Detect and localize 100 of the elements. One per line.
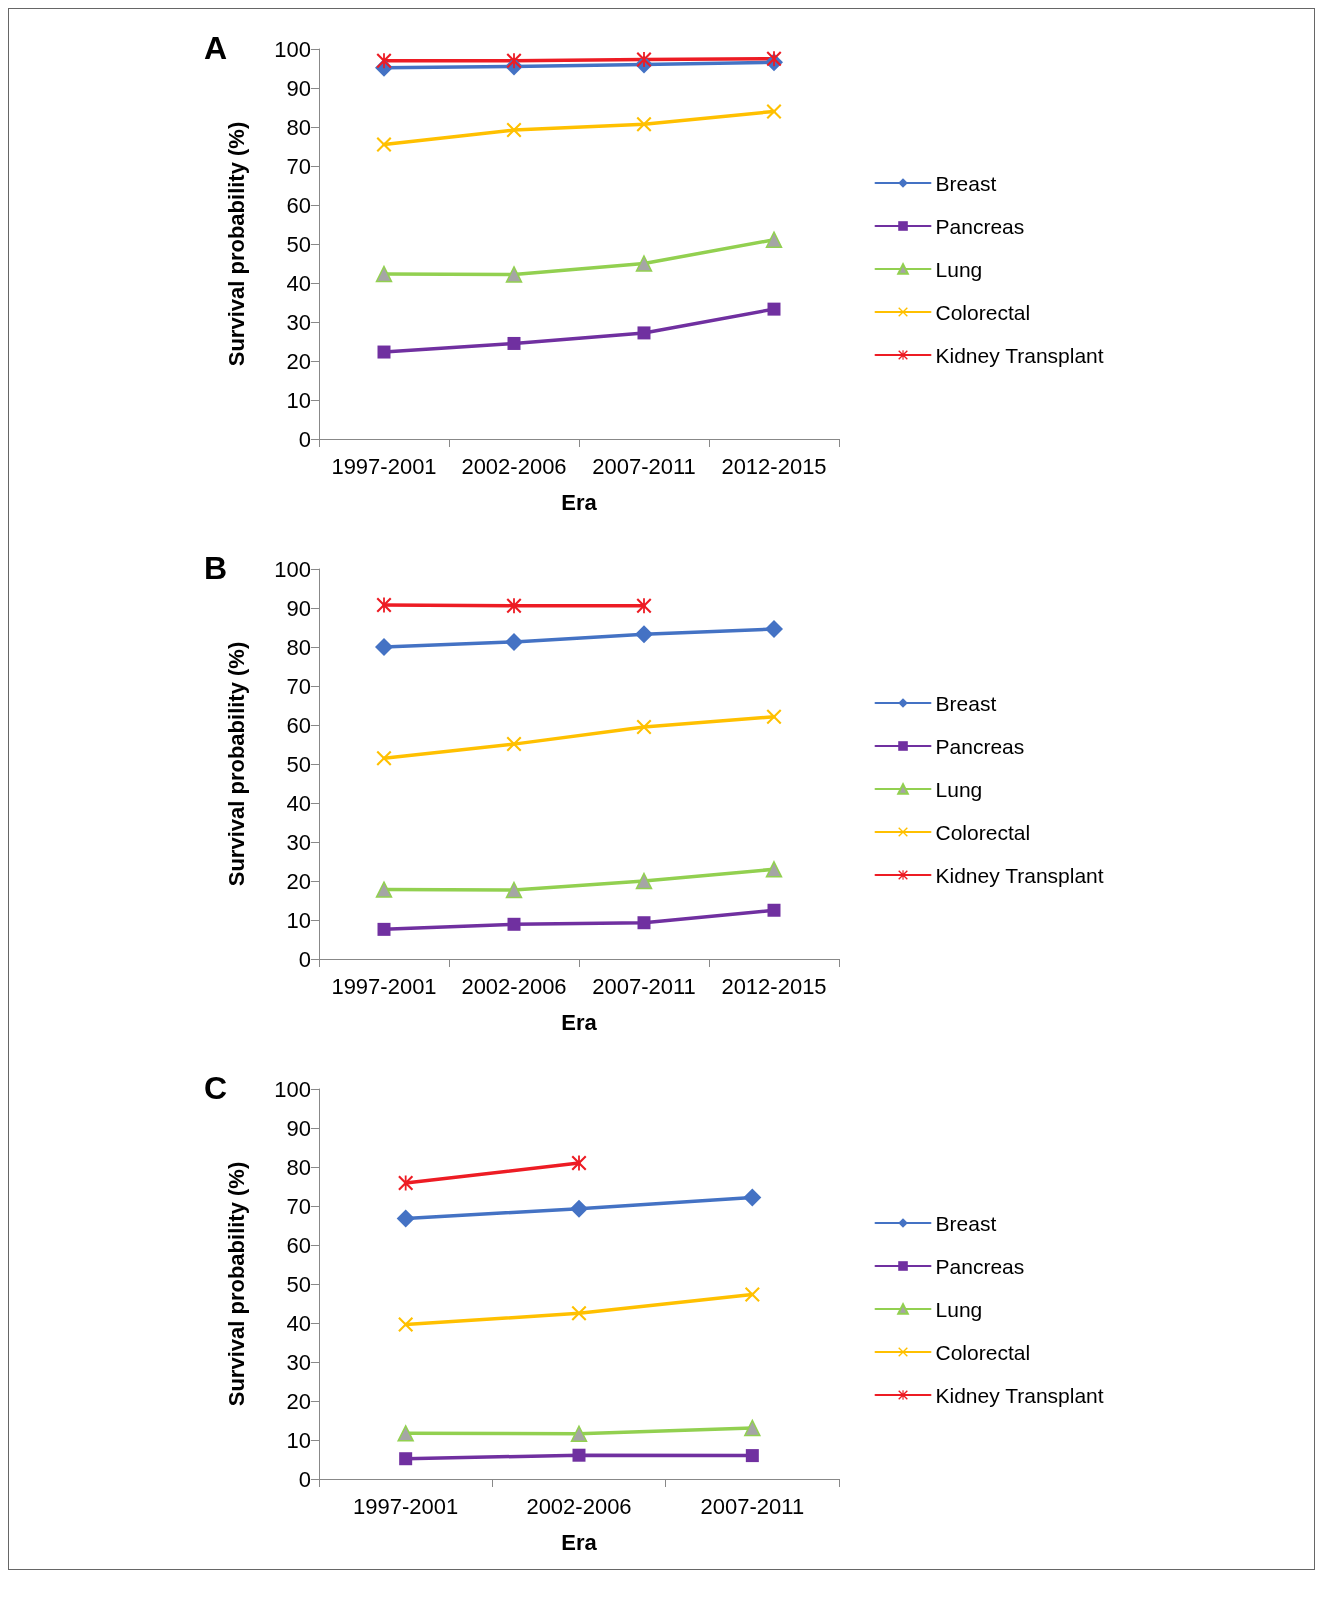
x-tick-label: 1997-2001 [331,453,437,479]
x-tick-label: 2012-2015 [721,453,827,479]
point [375,881,393,898]
x-tick-label: 2007-2011 [700,1493,805,1519]
point [570,1425,588,1443]
x-axis-title: Era [561,1529,598,1555]
x-tick-label: 2012-2015 [721,973,827,999]
point [744,1419,761,1437]
point [375,265,393,283]
legend-label: Breast [935,1211,997,1235]
point [637,326,651,340]
point [376,53,392,69]
y-tick-label: 0 [298,426,311,452]
y-tick-label: 100 [274,1076,311,1102]
point [766,709,782,725]
x-axis-title: Era [561,489,598,515]
point [377,922,391,936]
legend-label: Pancreas [935,1254,1025,1278]
legend-label: Kidney Transplant [935,343,1104,367]
point [505,632,523,651]
y-tick-label: 10 [286,387,311,413]
y-tick-label: 80 [286,1154,311,1180]
y-tick-label: 50 [286,1271,311,1297]
y-tick-label: 30 [286,829,311,855]
point [376,597,392,613]
y-tick-label: 90 [286,595,311,621]
x-axis-title: Era [561,1009,598,1035]
y-tick-label: 70 [286,1193,311,1219]
legend-label: Kidney Transplant [935,863,1104,887]
legend-label: Colorectal [935,1340,1031,1364]
point [505,881,523,899]
point [571,1155,587,1171]
point [507,336,521,350]
legend-label: Breast [935,171,997,195]
y-tick-label: 60 [286,1232,311,1258]
y-axis-title: Survival probability (%) [223,121,249,367]
legend-label: Colorectal [935,820,1031,844]
y-tick-label: 50 [286,751,311,777]
y-axis-title: Survival probability (%) [223,1161,249,1407]
point [765,231,783,248]
point [376,137,392,153]
y-tick-label: 0 [298,946,311,972]
point [636,52,652,68]
y-tick-label: 40 [286,790,311,816]
chart-title: A [204,30,228,66]
y-tick-label: 60 [286,712,311,738]
y-tick-label: 30 [286,1349,311,1375]
point [636,598,652,614]
legend-label: Colorectal [935,300,1031,324]
legend-label: Lung [935,1297,983,1321]
y-tick-label: 80 [286,634,311,660]
point [375,638,393,656]
point [506,122,522,138]
point [506,53,522,69]
point [767,903,781,917]
x-tick-label: 2002-2006 [461,973,567,999]
chart-title: C [204,1070,228,1106]
y-tick-label: 40 [286,270,311,296]
point [399,1452,413,1466]
y-tick-label: 50 [286,231,311,257]
point [637,916,651,930]
x-tick-label: 2007-2011 [592,973,696,999]
y-tick-label: 80 [286,114,311,140]
point [505,266,523,283]
y-tick-label: 40 [286,1310,311,1336]
chart-title: B [204,550,228,586]
x-tick-label: 2007-2011 [592,453,696,479]
point [506,736,522,752]
y-tick-label: 20 [286,348,311,374]
legend-label: Pancreas [935,734,1025,758]
point [743,1188,762,1207]
point [745,1449,759,1463]
point [767,302,781,316]
y-tick-label: 90 [286,75,311,101]
y-tick-label: 20 [286,1388,311,1414]
legend-label: Pancreas [935,214,1025,238]
point [377,345,391,359]
legend-label: Kidney Transplant [935,1383,1104,1407]
y-tick-label: 30 [286,309,311,335]
point [571,1305,587,1321]
y-tick-label: 10 [286,907,311,933]
point [398,1175,414,1191]
point [766,51,782,67]
x-tick-label: 2002-2006 [526,1493,632,1519]
y-tick-label: 0 [298,1466,311,1492]
x-tick-label: 1997-2001 [353,1493,459,1519]
y-tick-label: 100 [274,556,311,582]
point [765,861,783,878]
point [635,625,653,644]
y-tick-label: 60 [286,192,311,218]
point [636,116,652,132]
x-tick-label: 1997-2001 [331,973,437,999]
y-tick-label: 20 [286,868,311,894]
point [570,1199,588,1218]
y-tick-label: 100 [274,36,311,62]
y-tick-label: 70 [286,153,311,179]
point [766,103,782,119]
legend-label: Lung [935,257,983,281]
point [572,1448,586,1462]
legend-label: Lung [935,777,983,801]
